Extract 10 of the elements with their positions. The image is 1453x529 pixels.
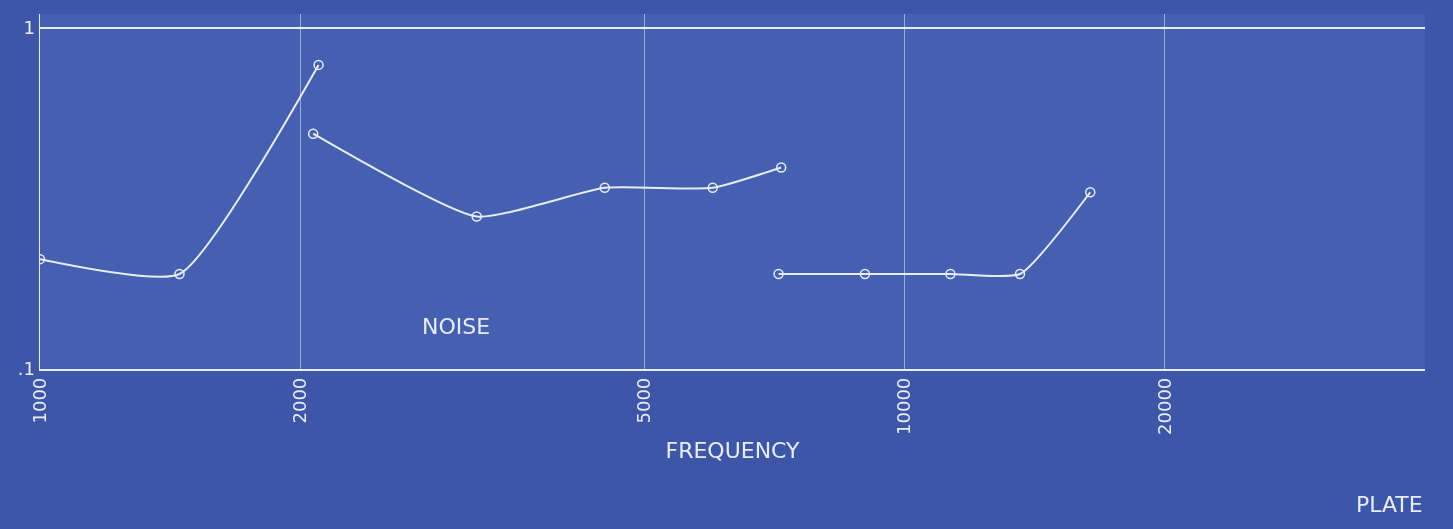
x-tick-label: 2000 [289, 377, 311, 424]
y-tick-label: .1 [17, 358, 35, 380]
x-tick-label: 5000 [633, 377, 655, 424]
x-axis-title: FREQUENCY [665, 437, 801, 463]
annotation: NOISE [422, 314, 491, 339]
x-tick-label: 20000 [1153, 377, 1175, 435]
x-tick-label: 1000 [28, 377, 50, 424]
text: PLATE [1356, 492, 1423, 517]
y-tick-label: 1 [23, 17, 35, 39]
x-tick-label: 10000 [893, 377, 915, 435]
